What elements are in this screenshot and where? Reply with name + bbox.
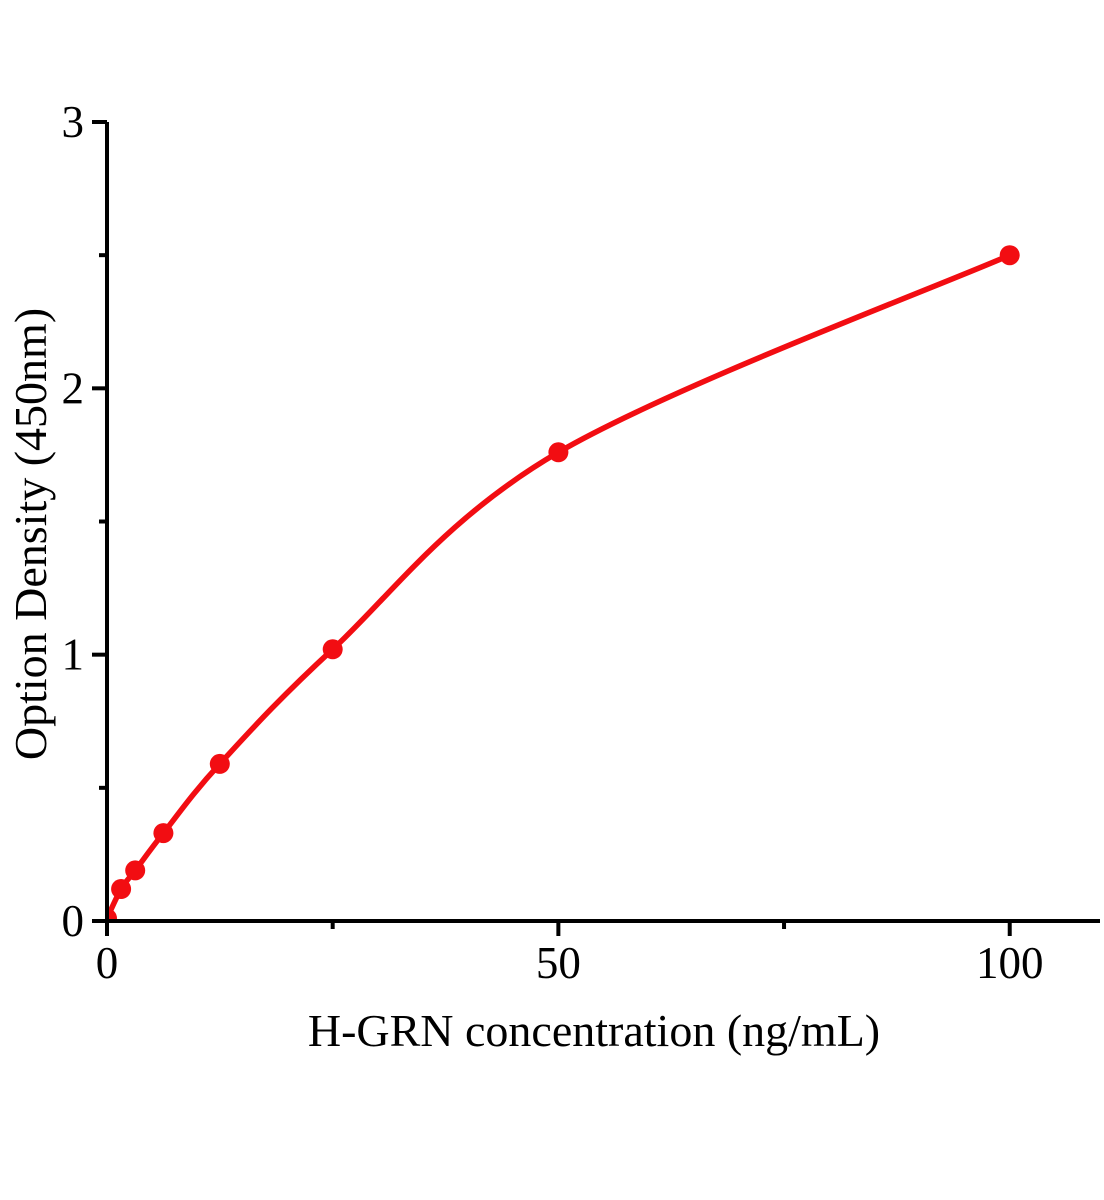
- data-point: [125, 860, 146, 881]
- y-axis-title: Option Density (450nm): [5, 308, 56, 760]
- data-series: [107, 245, 1020, 921]
- x-tick-label: 50: [536, 938, 581, 988]
- x-tick-label: 100: [976, 938, 1044, 988]
- data-point: [209, 753, 230, 774]
- data-point: [548, 442, 569, 463]
- data-point: [999, 245, 1020, 266]
- y-tick-label: 1: [62, 630, 85, 680]
- y-tick-label: 3: [62, 97, 85, 147]
- y-tick-label: 2: [62, 363, 85, 413]
- data-point: [322, 639, 343, 660]
- x-tick-labels: 0 50 100: [96, 938, 1044, 988]
- y-tick-labels: 0 1 2 3: [62, 97, 85, 946]
- axes: [105, 122, 1100, 923]
- data-point: [107, 908, 117, 921]
- axis-ticks: [92, 120, 1012, 936]
- x-axis-title: H-GRN concentration (ng/mL): [308, 1005, 880, 1056]
- x-tick-label: 0: [96, 938, 119, 988]
- y-tick-label: 0: [62, 896, 85, 946]
- fit-curve-line: [107, 252, 1013, 921]
- data-point: [153, 823, 174, 844]
- data-point: [111, 879, 132, 899]
